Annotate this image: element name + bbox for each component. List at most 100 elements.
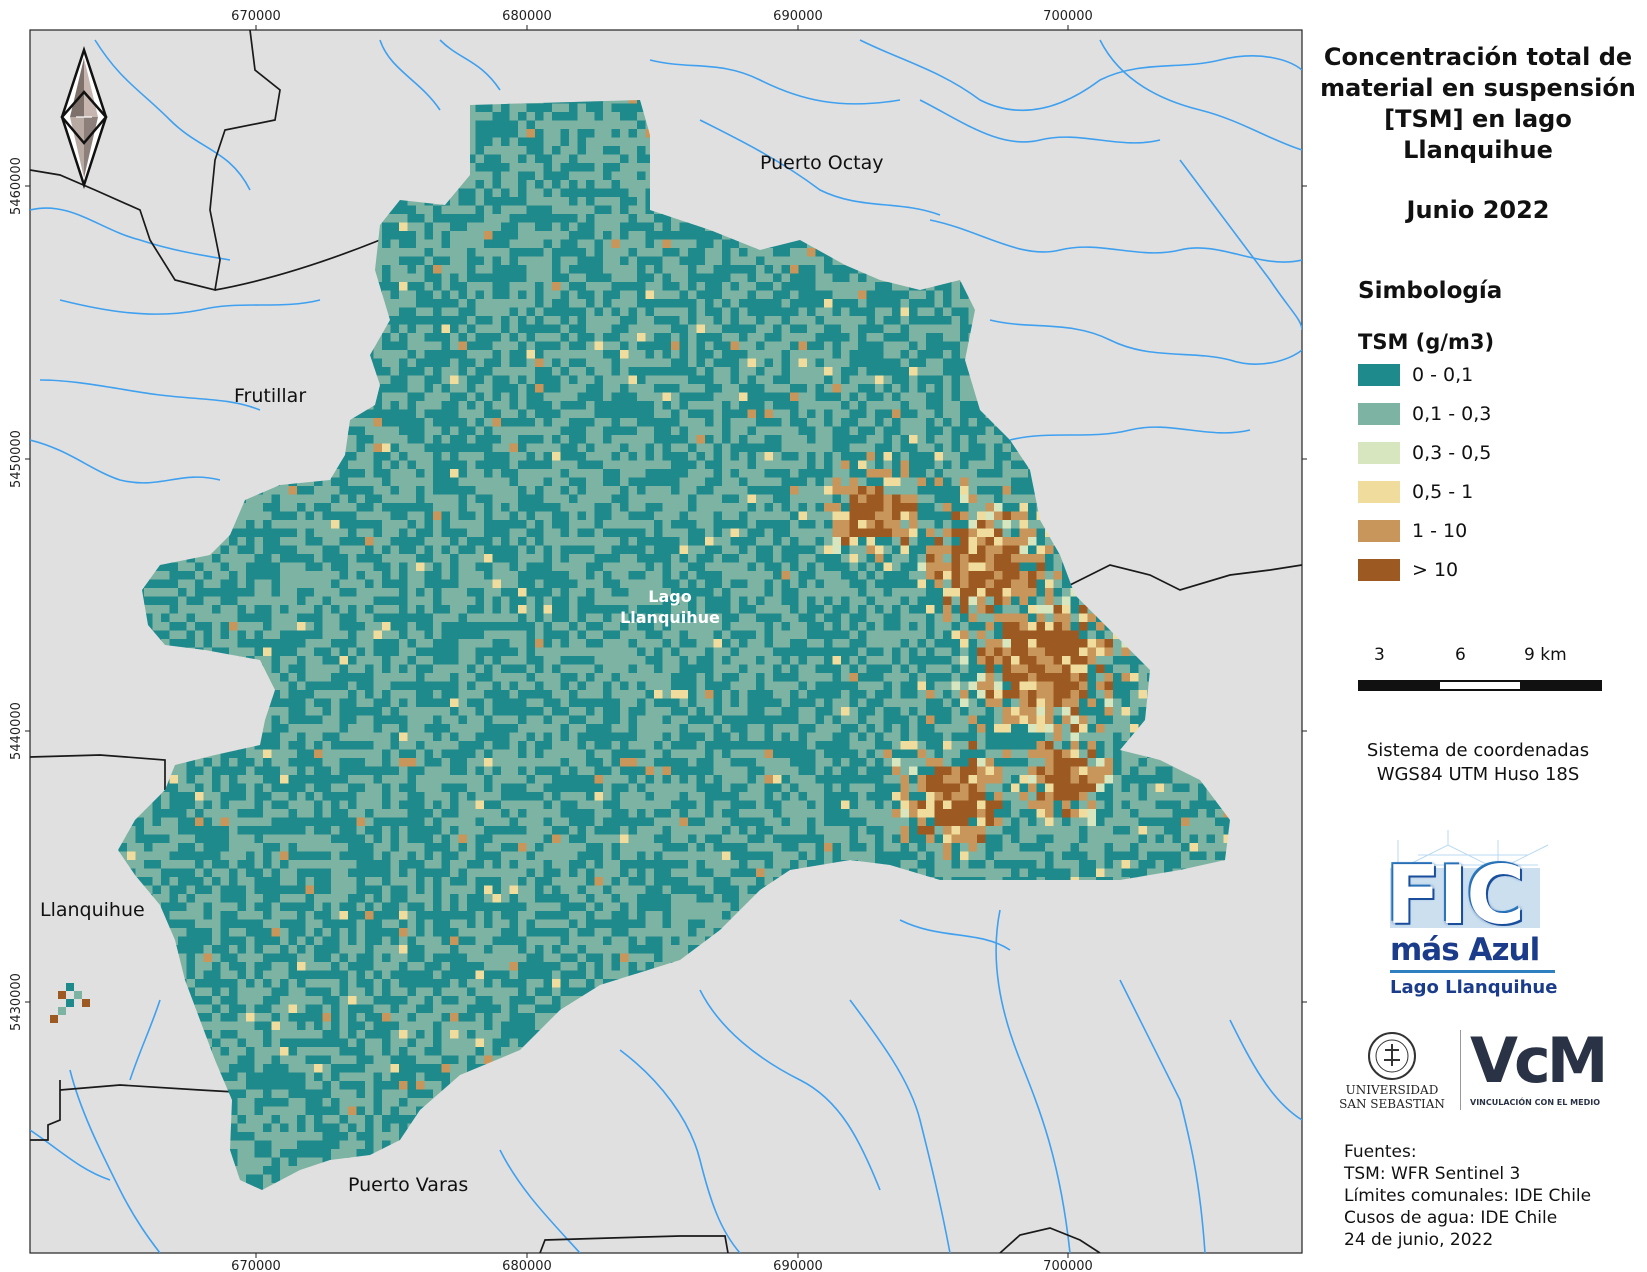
commune-boundary	[999, 1227, 1101, 1253]
legend-swatch	[1358, 520, 1400, 542]
x-tick-label: 680000	[502, 9, 552, 24]
scale-bar	[1358, 680, 1602, 691]
fic-logo-rule	[1390, 970, 1555, 973]
x-tick-label: 690000	[773, 9, 823, 24]
river	[1009, 426, 1251, 441]
river	[989, 319, 1302, 365]
fic-logo-subtitle: más Azul	[1390, 932, 1540, 968]
x-tick-label: 670000	[231, 1259, 281, 1272]
river	[30, 207, 231, 261]
y-tick-label: 5450000	[9, 430, 24, 488]
fic-mas-azul-logo: FIC más Azul Lago Llanquihue	[1378, 830, 1558, 1005]
river	[899, 919, 1011, 951]
river	[929, 219, 1302, 263]
y-tick-label: 5440000	[1308, 702, 1310, 760]
x-tick-label: 680000	[502, 1259, 552, 1272]
legend-item: 0,1 - 0,3	[1358, 400, 1491, 428]
x-ticks-top: 670000 680000 690000 700000	[231, 9, 1093, 30]
map-date: Junio 2022	[1406, 196, 1550, 224]
river	[59, 299, 321, 315]
north-arrow-icon	[60, 45, 108, 190]
river	[1229, 1019, 1302, 1121]
river	[39, 379, 261, 411]
place-label-puerto-octay: Puerto Octay	[760, 152, 884, 174]
river	[849, 999, 951, 1253]
legend-item: 0,3 - 0,5	[1358, 439, 1491, 467]
river	[1179, 159, 1302, 331]
scale-label: 9 km	[1524, 645, 1567, 665]
river	[919, 99, 1161, 144]
river	[379, 39, 441, 111]
map-canvas[interactable]: Puerto Octay Frutillar Llanquihue Puerto…	[0, 0, 1310, 1272]
logo-divider	[1460, 1030, 1461, 1110]
legend-item: 1 - 10	[1358, 517, 1467, 545]
river	[30, 1129, 111, 1181]
x-ticks-bottom: 670000 680000 690000 700000	[231, 1253, 1093, 1272]
fic-logo-mark: FIC	[1386, 849, 1525, 942]
rivers-layer	[30, 39, 1302, 1253]
y-ticks-right: 5460000 5450000 5440000 5430000	[1302, 157, 1310, 1031]
vinculacion-con-el-medio-logo: VcM VINCULACIÓN CON EL MEDIO	[1468, 1026, 1633, 1116]
vcm-logo-mark: VcM	[1470, 1024, 1608, 1097]
vcm-logo-caption: VINCULACIÓN CON EL MEDIO	[1470, 1098, 1600, 1107]
commune-boundary	[214, 239, 381, 291]
river	[859, 39, 1302, 112]
river	[1119, 979, 1206, 1253]
fic-logo-caption: Lago Llanquihue	[1390, 977, 1558, 998]
legend-heading: Simbología	[1358, 278, 1503, 304]
river	[1099, 39, 1302, 151]
river	[699, 119, 941, 216]
x-tick-label: 690000	[773, 1259, 823, 1272]
uss-logo-line: UNIVERSIDAD	[1345, 1083, 1439, 1097]
commune-boundary	[1069, 564, 1302, 591]
river	[619, 1049, 741, 1253]
legend-label: 0,1 - 0,3	[1412, 403, 1492, 425]
y-ticks-left: 5460000 5450000 5440000 5430000	[9, 157, 30, 1031]
sources-line: Fuentes:	[1344, 1142, 1417, 1162]
legend-label: 0,5 - 1	[1412, 481, 1474, 503]
place-label-puerto-varas: Puerto Varas	[348, 1174, 468, 1196]
legend-label: 0,3 - 0,5	[1412, 442, 1492, 464]
legend-swatch	[1358, 559, 1400, 581]
river	[699, 989, 881, 1191]
river	[30, 439, 221, 484]
river	[129, 999, 161, 1081]
commune-boundary	[30, 1080, 61, 1141]
legend-swatch	[1358, 364, 1400, 386]
sources-line: Cusos de agua: IDE Chile	[1344, 1208, 1558, 1228]
legend-subheading: TSM (g/m3)	[1358, 330, 1495, 354]
legend-panel: Concentración total de material en suspe…	[1318, 30, 1638, 1260]
y-tick-label: 5460000	[1308, 157, 1310, 215]
y-tick-label: 5450000	[1308, 430, 1310, 488]
legend-swatch	[1358, 481, 1400, 503]
commune-boundary	[30, 30, 281, 292]
map-title-line: Concentración total de	[1323, 43, 1633, 71]
commune-boundary	[30, 754, 166, 790]
x-tick-label: 700000	[1043, 9, 1093, 24]
universidad-san-sebastian-logo: UNIVERSIDAD SAN SEBASTIAN	[1332, 1030, 1452, 1111]
small-pond	[50, 983, 90, 1023]
legend-label: > 10	[1412, 559, 1459, 581]
y-tick-label: 5460000	[9, 157, 24, 215]
x-tick-label: 670000	[231, 9, 281, 24]
place-label-frutillar: Frutillar	[234, 385, 306, 407]
commune-boundary	[59, 1084, 236, 1093]
river	[649, 59, 901, 105]
legend-item: 0,5 - 1	[1358, 478, 1473, 506]
crs-line: Sistema de coordenadas	[1366, 740, 1590, 761]
legend-label: 0 - 0,1	[1412, 364, 1474, 386]
sources-line: Límites comunales: IDE Chile	[1344, 1186, 1592, 1206]
commune-boundary	[539, 1235, 729, 1253]
crs-line: WGS84 UTM Huso 18S	[1376, 764, 1580, 785]
scale-label: 3	[1374, 645, 1385, 665]
scale-label: 6	[1455, 645, 1466, 665]
map-frame[interactable]: Puerto Octay Frutillar Llanquihue Puerto…	[0, 0, 1310, 1272]
lake-label-line1: Lago	[648, 587, 691, 606]
river	[995, 909, 1071, 1253]
boundaries-layer	[30, 30, 1302, 1253]
y-tick-label: 5430000	[9, 973, 24, 1031]
legend-item: 0 - 0,1	[1358, 361, 1473, 389]
river	[69, 1069, 161, 1253]
sources-line: 24 de junio, 2022	[1344, 1230, 1494, 1250]
river	[499, 1149, 581, 1253]
